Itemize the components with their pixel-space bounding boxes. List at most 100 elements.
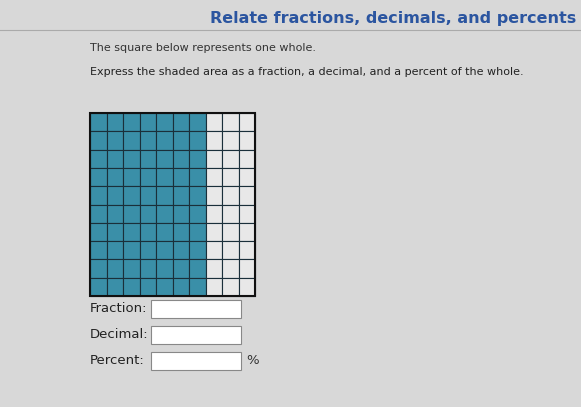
Bar [206,241,222,259]
Bar [189,186,206,204]
Text: Express the shaded area as a fraction, a decimal, and a percent of the whole.: Express the shaded area as a fraction, a… [90,67,523,77]
Bar [156,168,173,186]
Bar [151,326,241,344]
Bar [123,168,139,186]
Bar [238,186,255,204]
Bar [156,223,173,241]
Bar [90,131,106,150]
Bar [173,168,189,186]
Bar [173,204,189,223]
Bar [123,131,139,150]
Bar [173,259,189,278]
Bar [206,186,222,204]
Bar [139,168,156,186]
Bar [156,150,173,168]
Bar [139,131,156,150]
Bar [139,259,156,278]
Bar [206,131,222,150]
Bar [238,204,255,223]
Bar [189,278,206,296]
Bar [189,204,206,223]
Bar [139,204,156,223]
Bar [189,150,206,168]
Bar [222,204,238,223]
Bar [106,204,123,223]
Bar [173,150,189,168]
Bar [123,113,139,131]
Text: Relate fractions, decimals, and percents: Relate fractions, decimals, and percents [210,11,576,26]
Text: Fraction:: Fraction: [90,302,148,315]
Bar [206,168,222,186]
Bar [189,131,206,150]
Bar [106,113,123,131]
Bar [206,223,222,241]
Bar [222,259,238,278]
Bar [222,131,238,150]
Bar [90,113,255,296]
Bar [173,223,189,241]
Bar [139,223,156,241]
Bar [106,278,123,296]
Bar [156,186,173,204]
Text: %: % [246,354,259,366]
Bar [238,131,255,150]
Bar [173,113,189,131]
Bar [173,131,189,150]
Bar [123,186,139,204]
Bar [123,204,139,223]
Bar [238,113,255,131]
Bar [238,241,255,259]
Bar [123,259,139,278]
Bar [173,241,189,259]
Bar [222,223,238,241]
Bar [189,113,206,131]
Bar [189,223,206,241]
Bar [139,241,156,259]
Bar [139,278,156,296]
Text: The square below represents one whole.: The square below represents one whole. [90,43,316,53]
Bar [238,278,255,296]
Bar [173,186,189,204]
Bar [106,150,123,168]
Bar [139,186,156,204]
Bar [206,113,222,131]
Bar [123,241,139,259]
Bar [151,300,241,318]
Bar [222,150,238,168]
Bar [106,186,123,204]
Bar [156,204,173,223]
Bar [90,186,106,204]
Bar [151,352,241,370]
Bar [222,168,238,186]
Bar [156,241,173,259]
Bar [90,278,106,296]
Bar [90,168,106,186]
Bar [123,150,139,168]
Bar [156,131,173,150]
Bar [106,131,123,150]
Bar [90,113,106,131]
Bar [156,113,173,131]
Bar [206,259,222,278]
Bar [238,259,255,278]
Bar [156,259,173,278]
Bar [222,113,238,131]
Bar [139,113,156,131]
Bar [222,186,238,204]
Bar [90,150,106,168]
Bar [106,168,123,186]
Bar [222,278,238,296]
Bar [90,259,106,278]
Text: Decimal:: Decimal: [90,328,149,341]
Bar [238,223,255,241]
Bar [206,204,222,223]
Bar [189,241,206,259]
Bar [106,223,123,241]
Bar [90,241,106,259]
Bar [238,168,255,186]
Text: Percent:: Percent: [90,354,145,366]
Bar [106,241,123,259]
Bar [206,278,222,296]
Bar [238,150,255,168]
Bar [123,223,139,241]
